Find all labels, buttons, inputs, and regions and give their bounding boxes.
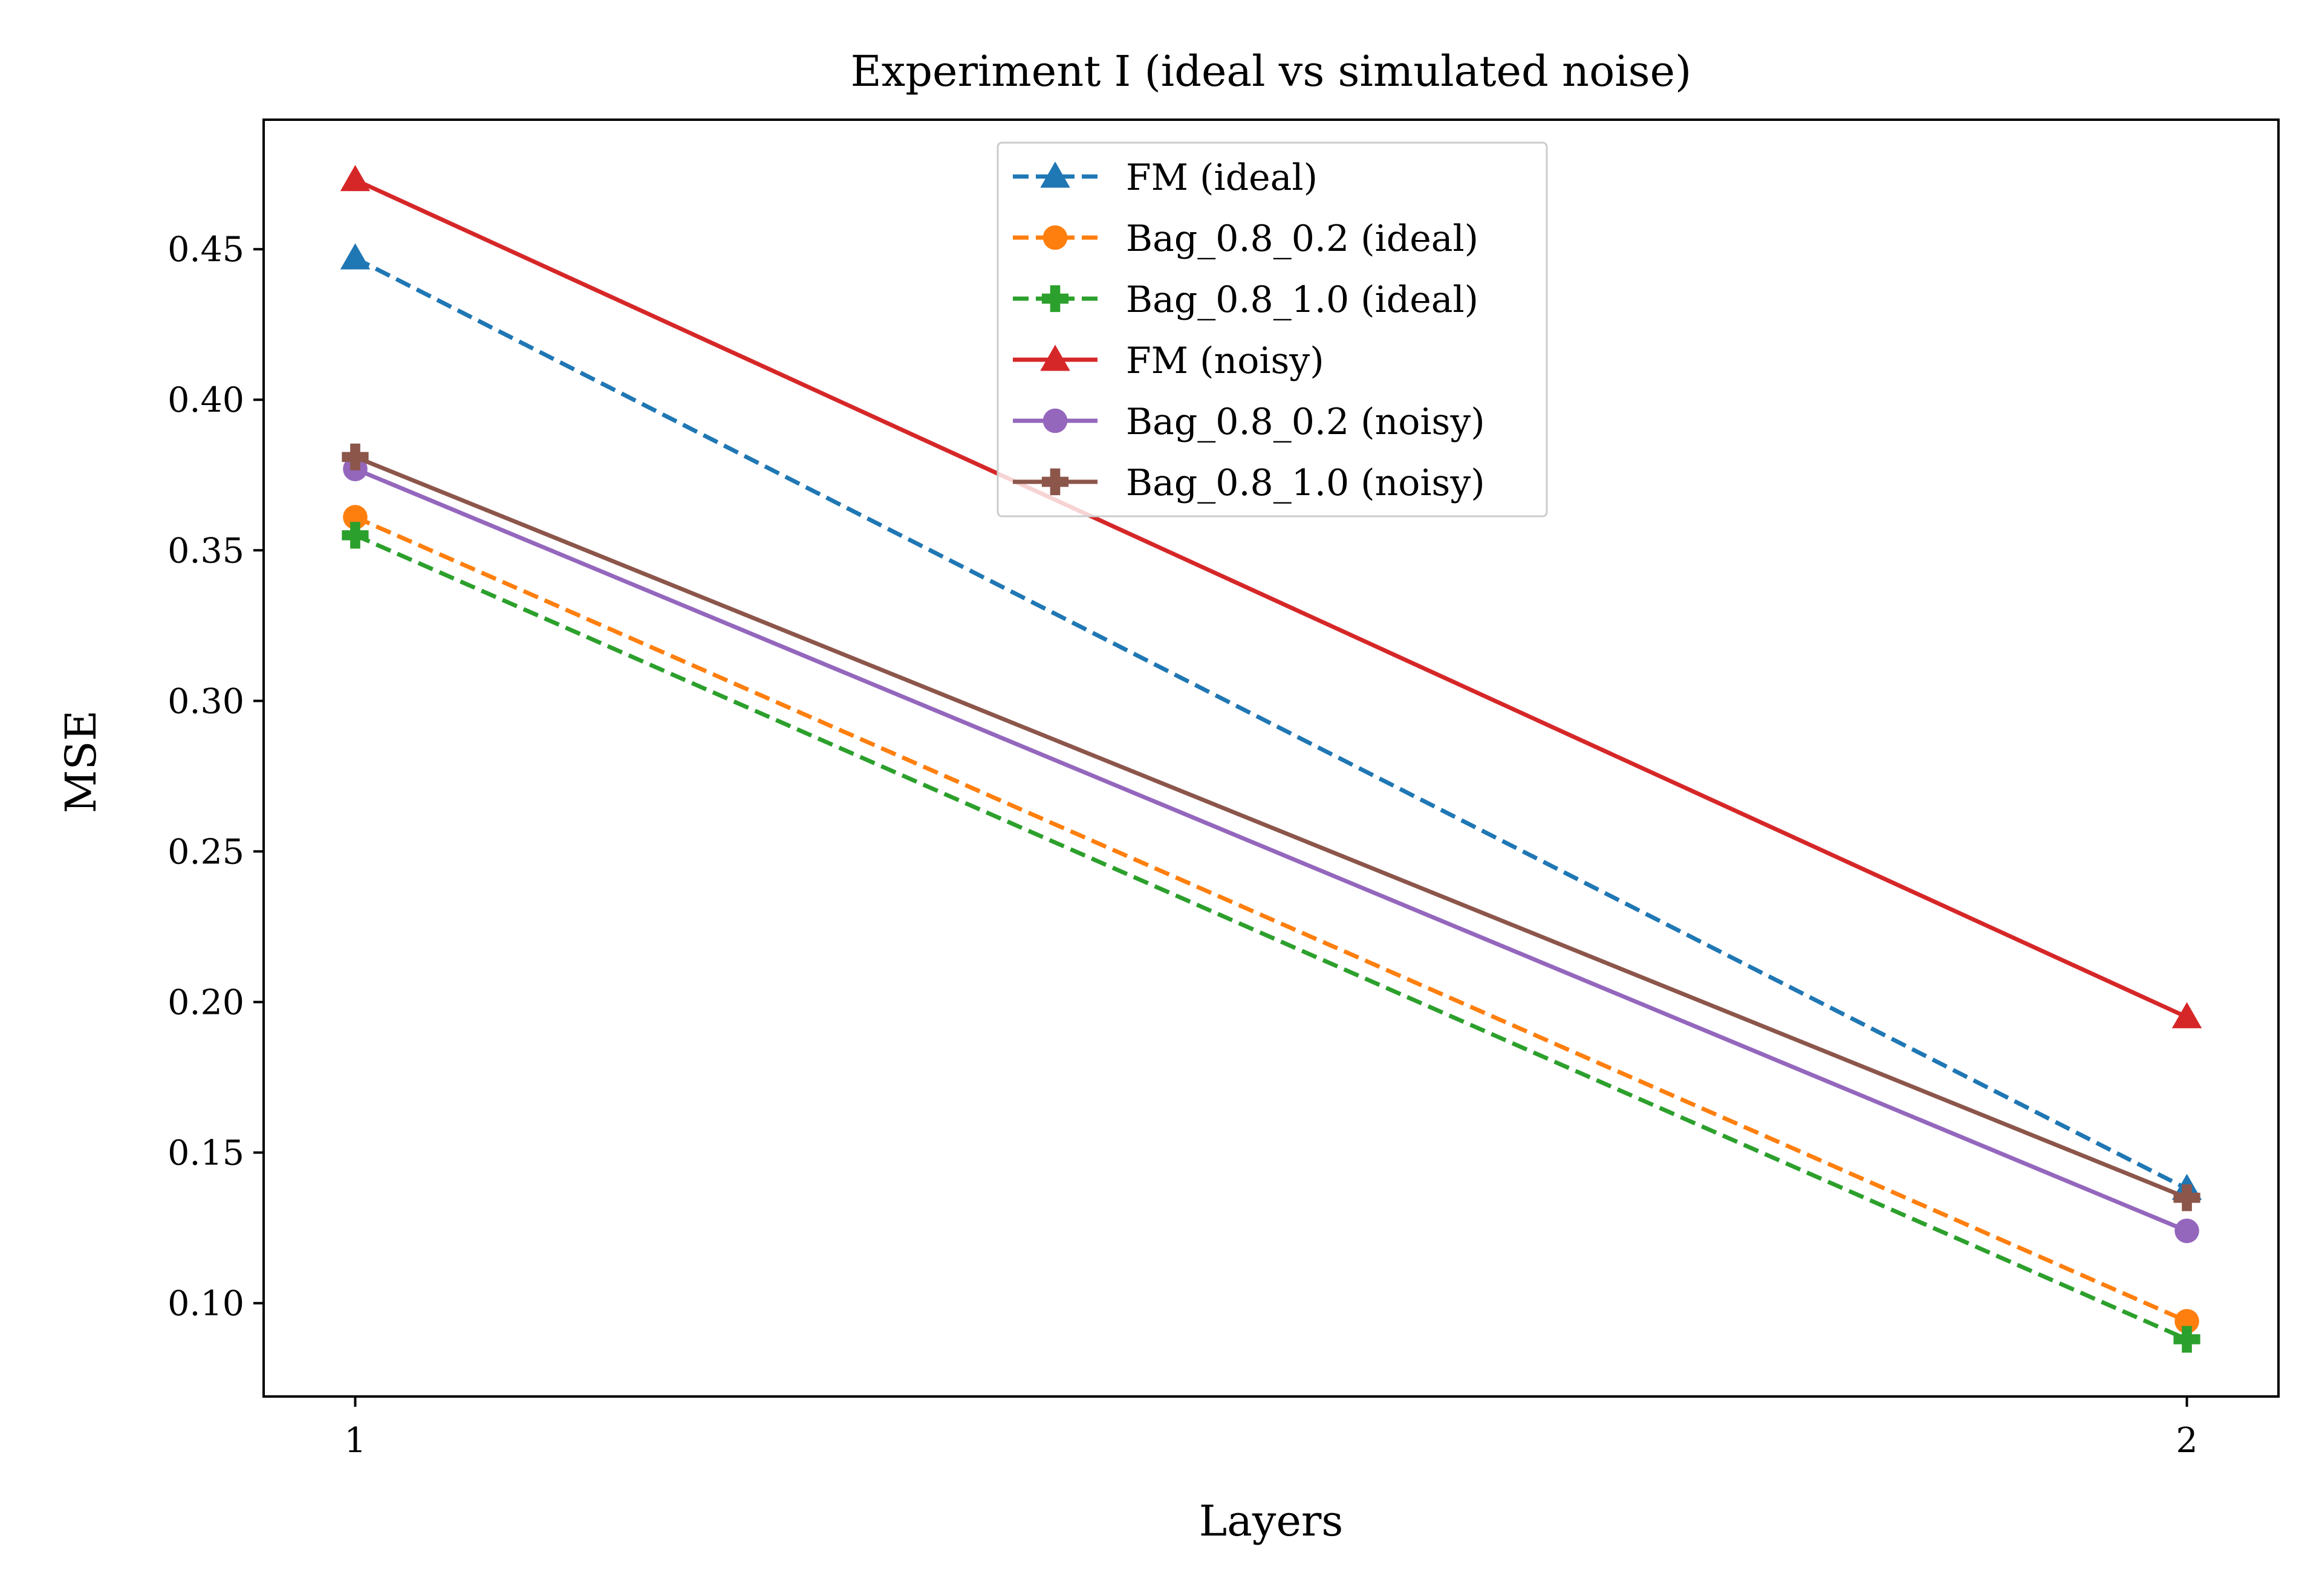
- y-tick-label: 0.40: [167, 380, 244, 420]
- plot-area: [340, 164, 2202, 1353]
- series-line: [354, 256, 2188, 1191]
- data-point: [2173, 1326, 2200, 1353]
- legend-marker: [1040, 345, 1070, 371]
- legend-item: Bag_0.8_0.2 (ideal): [1013, 218, 1478, 260]
- axes: 0.10 0.15 0.20 0.25 0.30 0.35 0.40 0.45 1 2: [167, 118, 2280, 1461]
- data-point: [2174, 1309, 2199, 1334]
- legend-label: Bag_0.8_0.2 (noisy): [1126, 401, 1485, 443]
- plot-frame: [262, 118, 2280, 1398]
- series-6: [342, 443, 2200, 1212]
- y-tick-label: 0.25: [167, 832, 244, 872]
- legend: FM (ideal) Bag_0.8_0.2 (ideal) Bag_0.8_1.0…: [997, 141, 1548, 517]
- data-point: [2174, 1218, 2199, 1244]
- legend-item: FM (ideal): [1013, 157, 1318, 199]
- series-line: [354, 515, 2188, 1323]
- y-tick-label: 0.30: [167, 681, 244, 721]
- legend-marker: [1041, 285, 1069, 313]
- series-line: [354, 533, 2188, 1341]
- legend-label: FM (noisy): [1126, 340, 1324, 382]
- legend-marker: [1042, 408, 1068, 433]
- y-tick-label: 0.20: [167, 982, 244, 1022]
- chart-title: Experiment I (ideal vs simulated noise): [851, 47, 1692, 96]
- data-point: [2173, 1184, 2200, 1212]
- legend-marker: [1040, 161, 1070, 188]
- series-line: [354, 467, 2188, 1233]
- data-point: [342, 443, 369, 470]
- legend-label: FM (ideal): [1126, 157, 1318, 199]
- y-axis-label: MSE: [56, 710, 106, 814]
- legend-box: [997, 141, 1548, 517]
- legend-item: Bag_0.8_1.0 (noisy): [1013, 462, 1485, 504]
- y-tick-label: 0.35: [167, 531, 244, 571]
- series-2: [343, 505, 2199, 1334]
- legend-item: Bag_0.8_0.2 (noisy): [1013, 401, 1485, 443]
- legend-marker: [1041, 468, 1069, 496]
- series-line: [354, 178, 2188, 1019]
- data-point: [342, 522, 369, 549]
- y-tick-label: 0.45: [167, 230, 244, 270]
- series-line: [354, 455, 2188, 1200]
- series-3: [342, 522, 2200, 1353]
- data-point: [340, 243, 371, 270]
- y-tick-label: 0.15: [167, 1134, 244, 1173]
- data-point: [340, 164, 371, 192]
- legend-item: FM (noisy): [1013, 340, 1324, 382]
- legend-label: Bag_0.8_1.0 (ideal): [1126, 279, 1478, 321]
- legend-item: Bag_0.8_1.0 (ideal): [1013, 279, 1478, 321]
- legend-label: Bag_0.8_0.2 (ideal): [1126, 218, 1478, 260]
- x-tick-label: 1: [344, 1421, 366, 1461]
- y-tick-label: 0.10: [167, 1284, 244, 1324]
- data-point: [2171, 1002, 2202, 1028]
- legend-marker: [1042, 225, 1068, 250]
- x-tick-label: 2: [2176, 1421, 2197, 1461]
- data-point: [343, 505, 368, 530]
- legend-label: Bag_0.8_1.0 (noisy): [1126, 462, 1485, 504]
- x-axis-label: Layers: [1199, 1496, 1344, 1546]
- series-4: [340, 164, 2202, 1028]
